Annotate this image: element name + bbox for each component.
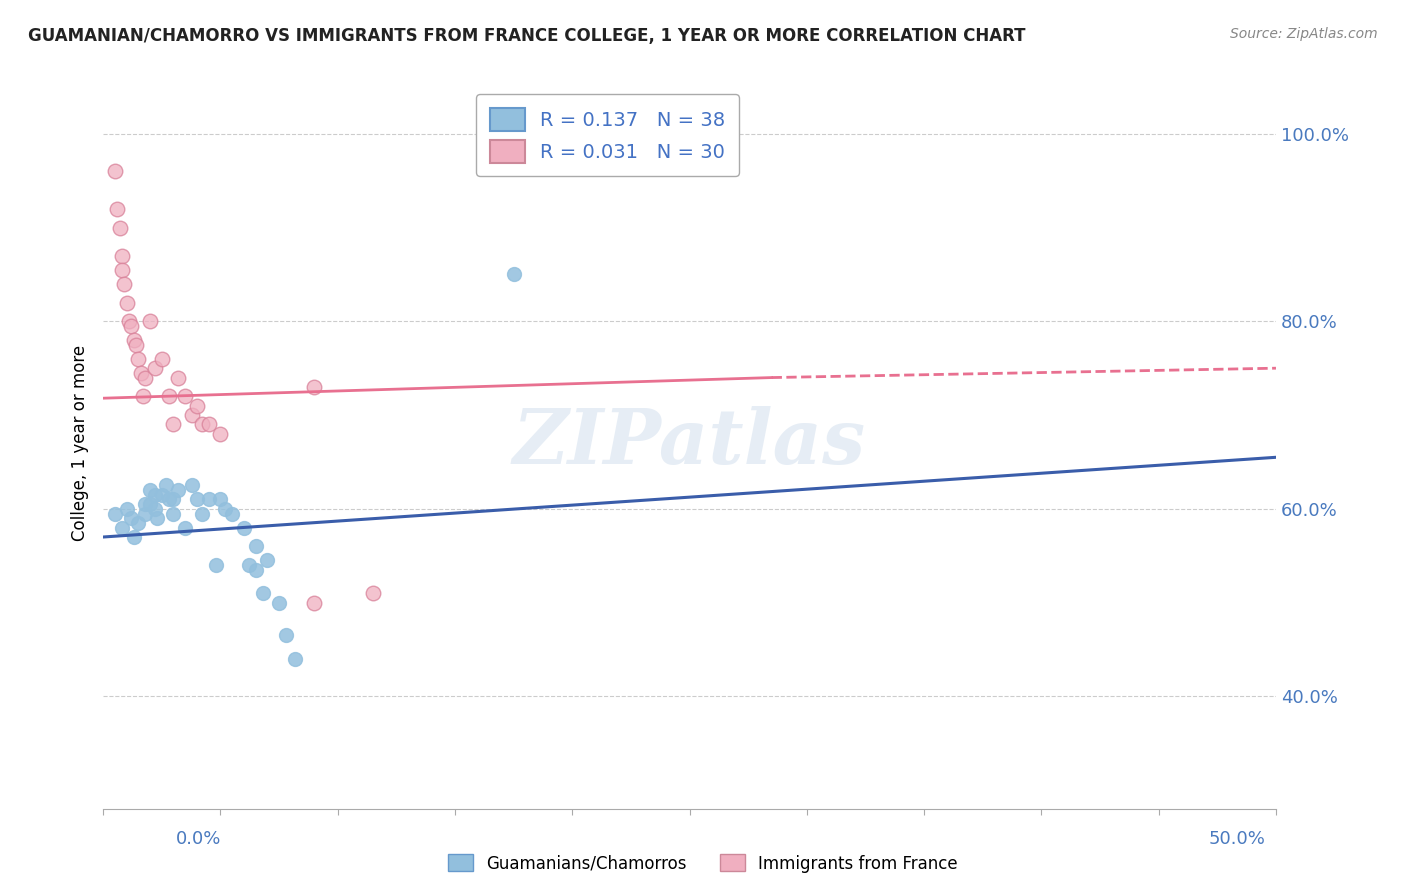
Point bbox=[162, 507, 184, 521]
Point bbox=[139, 497, 162, 511]
Point bbox=[132, 389, 155, 403]
Point bbox=[150, 351, 173, 366]
Point bbox=[139, 483, 162, 497]
Point bbox=[209, 492, 232, 507]
Point bbox=[197, 492, 219, 507]
Point bbox=[127, 516, 149, 530]
Point bbox=[174, 389, 197, 403]
Point bbox=[120, 511, 142, 525]
Point bbox=[134, 497, 156, 511]
Point bbox=[284, 652, 307, 666]
Point bbox=[122, 333, 145, 347]
Point bbox=[186, 399, 208, 413]
Y-axis label: College, 1 year or more: College, 1 year or more bbox=[72, 345, 89, 541]
Point bbox=[245, 563, 267, 577]
Point bbox=[214, 501, 236, 516]
Text: 50.0%: 50.0% bbox=[1209, 830, 1265, 847]
Point bbox=[197, 417, 219, 432]
Point bbox=[115, 295, 138, 310]
Point bbox=[502, 268, 524, 282]
Point bbox=[245, 540, 267, 554]
Point bbox=[302, 596, 325, 610]
Point bbox=[167, 370, 190, 384]
Point bbox=[111, 249, 134, 263]
Text: Source: ZipAtlas.com: Source: ZipAtlas.com bbox=[1230, 27, 1378, 41]
Point bbox=[157, 492, 180, 507]
Text: GUAMANIAN/CHAMORRO VS IMMIGRANTS FROM FRANCE COLLEGE, 1 YEAR OR MORE CORRELATION: GUAMANIAN/CHAMORRO VS IMMIGRANTS FROM FR… bbox=[28, 27, 1025, 45]
Point bbox=[181, 408, 204, 422]
Point bbox=[111, 262, 134, 277]
Point bbox=[134, 507, 156, 521]
Point bbox=[167, 483, 190, 497]
Point bbox=[125, 337, 148, 351]
Point bbox=[232, 521, 254, 535]
Point bbox=[221, 507, 243, 521]
Point bbox=[361, 586, 384, 600]
Point bbox=[252, 586, 274, 600]
Point bbox=[209, 426, 232, 441]
Point bbox=[143, 488, 166, 502]
Point bbox=[150, 488, 173, 502]
Point bbox=[186, 492, 208, 507]
Point bbox=[118, 314, 141, 328]
Legend: Guamanians/Chamorros, Immigrants from France: Guamanians/Chamorros, Immigrants from Fr… bbox=[441, 847, 965, 880]
Legend: R = 0.137   N = 38, R = 0.031   N = 30: R = 0.137 N = 38, R = 0.031 N = 30 bbox=[477, 95, 740, 177]
Point bbox=[108, 220, 131, 235]
Point bbox=[122, 530, 145, 544]
Point bbox=[190, 417, 212, 432]
Point bbox=[120, 318, 142, 333]
Point bbox=[129, 366, 152, 380]
Point bbox=[134, 370, 156, 384]
Point bbox=[143, 501, 166, 516]
Point bbox=[104, 507, 127, 521]
Point bbox=[146, 511, 169, 525]
Point bbox=[256, 553, 278, 567]
Point bbox=[162, 492, 184, 507]
Point bbox=[143, 361, 166, 376]
Point bbox=[238, 558, 260, 573]
Point bbox=[112, 277, 135, 291]
Point bbox=[115, 501, 138, 516]
Text: ZIPatlas: ZIPatlas bbox=[513, 406, 866, 480]
Point bbox=[127, 351, 149, 366]
Point bbox=[302, 380, 325, 394]
Point bbox=[274, 628, 297, 642]
Point bbox=[174, 521, 197, 535]
Point bbox=[181, 478, 204, 492]
Point bbox=[139, 314, 162, 328]
Point bbox=[157, 389, 180, 403]
Text: 0.0%: 0.0% bbox=[176, 830, 221, 847]
Point bbox=[190, 507, 212, 521]
Point bbox=[162, 417, 184, 432]
Point bbox=[155, 478, 177, 492]
Point bbox=[105, 202, 128, 216]
Point bbox=[267, 596, 290, 610]
Point bbox=[104, 164, 127, 178]
Point bbox=[111, 521, 134, 535]
Point bbox=[204, 558, 226, 573]
